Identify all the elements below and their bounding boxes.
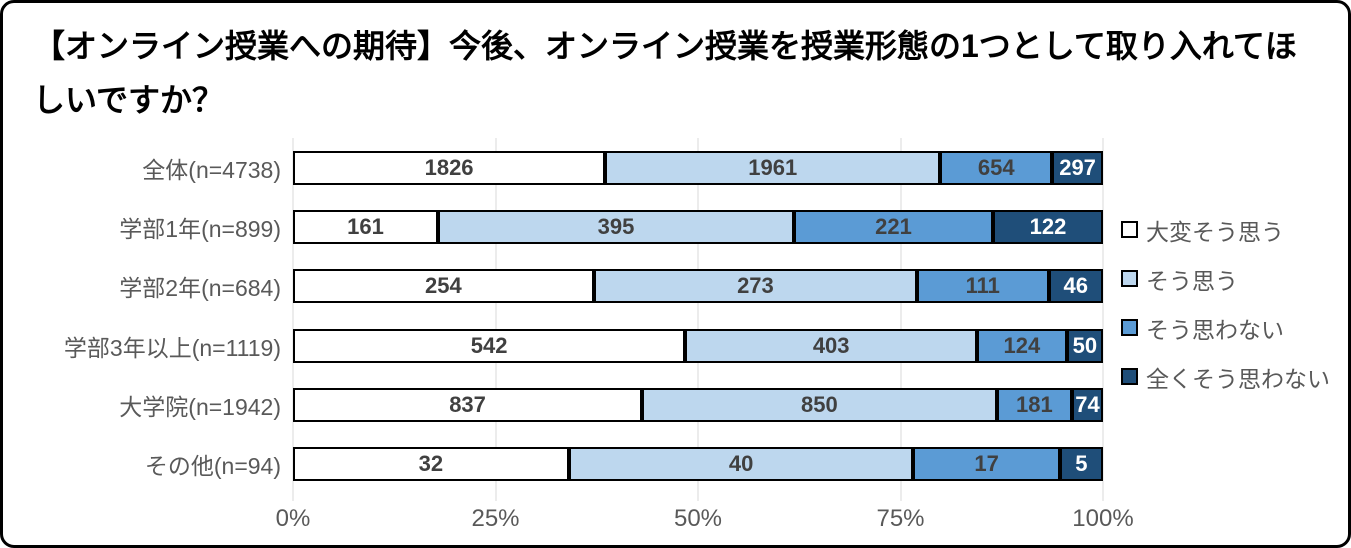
bar-row: 大学院(n=1942) 837 850 181 74	[119, 375, 1103, 434]
bar-segment-全くそう思わない: 122	[993, 209, 1103, 244]
category-label: 全体(n=4738)	[142, 156, 281, 183]
bar-value-label: 395	[597, 213, 635, 239]
legend-swatch-icon	[1121, 270, 1138, 287]
bar-row: 学部3年以上(n=1119) 542 403 124 50	[64, 316, 1103, 375]
bar-value-label: 124	[1003, 332, 1041, 358]
bar-segment-そう思わない: 221	[793, 209, 994, 244]
bar-value-label: 254	[425, 273, 462, 299]
bar-segment-全くそう思わない: 297	[1052, 150, 1103, 185]
legend-item: そう思う	[1121, 254, 1330, 303]
category-label: その他(n=94)	[144, 453, 281, 480]
bar-segment-そう思う: 1961	[605, 150, 941, 185]
bar-value-label: 654	[977, 154, 1015, 180]
gridlines	[292, 138, 1104, 501]
category-label: 学部3年以上(n=1119)	[63, 334, 281, 361]
legend-swatch-icon	[1121, 221, 1138, 238]
bar-value-label: 181	[1016, 391, 1053, 417]
x-tick-label: 75%	[876, 505, 925, 532]
bar-value-label: 5	[1075, 451, 1088, 477]
category-label: 学部1年(n=899)	[119, 215, 281, 242]
bar-value-label: 403	[812, 332, 850, 358]
bar-segment-そう思わない: 17	[913, 447, 1060, 482]
bar-segment-そう思う: 395	[438, 209, 794, 244]
bar-segment-そう思う: 403	[685, 328, 978, 363]
stacked-bar: 837 850 181 74	[293, 387, 1103, 422]
bar-segment-そう思う: 850	[642, 387, 997, 422]
bar-row: 学部2年(n=684) 254 273 111 46	[119, 257, 1103, 316]
stacked-bar: 32 40 17 5	[293, 447, 1103, 482]
bar-segment-そう思う: 273	[593, 269, 918, 304]
legend-label: そう思わない	[1146, 316, 1284, 343]
bar-segment-そう思う: 40	[568, 447, 914, 482]
legend-label: 大変そう思う	[1146, 218, 1284, 245]
bar-rows: 全体(n=4738) 1826 1961 654 297 学部1年(n=899) 161 39…	[64, 138, 1103, 494]
bar-segment-そう思わない: 124	[977, 328, 1067, 363]
legend-item: そう思わない	[1121, 303, 1330, 352]
x-tick-label: 50%	[673, 505, 723, 532]
legend-item: 大変そう思う	[1121, 205, 1330, 254]
gridline	[1102, 138, 1104, 501]
bar-segment-全くそう思わない: 5	[1059, 447, 1103, 482]
chart-title: 【オンライン授業への期待】今後、オンライン授業を授業形態の1つとして取り入れてほ…	[33, 28, 1297, 118]
bar-value-label: 111	[965, 273, 1000, 299]
bar-value-label: 1826	[424, 154, 474, 180]
bar-segment-そう思わない: 181	[996, 387, 1073, 422]
bar-value-label: 40	[728, 451, 754, 477]
bar-value-label: 221	[875, 213, 912, 239]
bar-value-label: 837	[449, 391, 486, 417]
bar-value-label: 50	[1072, 332, 1098, 358]
bar-segment-全くそう思わない: 74	[1072, 387, 1103, 422]
bar-value-label: 46	[1063, 273, 1088, 299]
x-tick-label: 25%	[471, 505, 520, 532]
bar-segment-大変そう思う: 1826	[293, 150, 606, 185]
gridline	[697, 138, 699, 501]
bar-segment-そう思わない: 654	[940, 150, 1053, 185]
gridline	[900, 138, 901, 501]
stacked-bar: 1826 1961 654 297	[293, 150, 1103, 185]
legend-swatch-icon	[1121, 368, 1138, 385]
bar-value-label: 297	[1059, 154, 1096, 180]
bar-value-label: 850	[801, 391, 838, 417]
stacked-bar: 161 395 221 122	[293, 209, 1103, 244]
bar-segment-大変そう思う: 161	[293, 209, 439, 244]
bar-value-label: 122	[1029, 213, 1067, 239]
bar-segment-大変そう思う: 32	[293, 447, 569, 482]
bar-segment-全くそう思わない: 46	[1048, 269, 1103, 304]
legend-label: 全くそう思わない	[1146, 365, 1330, 392]
category-label: 学部2年(n=684)	[119, 275, 281, 302]
legend: 大変そう思う そう思うそう思わない全くそう思わない	[1121, 205, 1330, 401]
x-tick-label: 100%	[1072, 505, 1134, 532]
legend-swatch-icon	[1121, 319, 1138, 336]
bar-value-label: 74	[1075, 391, 1100, 417]
bar-row: その他(n=94) 32 40 17 5	[145, 435, 1103, 494]
gridline	[495, 138, 496, 501]
bar-segment-全くそう思わない: 50	[1066, 328, 1103, 363]
bar-value-label: 542	[470, 332, 508, 358]
bar-row: 学部1年(n=899) 161 395 221 122	[119, 197, 1103, 256]
bar-segment-そう思わない: 111	[917, 269, 1049, 304]
legend-label: そう思う	[1146, 267, 1238, 294]
bar-value-label: 32	[418, 451, 444, 477]
bar-segment-大変そう思う: 254	[293, 269, 594, 304]
x-tick-label: 0%	[275, 505, 311, 532]
stacked-bar: 542 403 124 50	[293, 328, 1103, 363]
bar-value-label: 17	[974, 451, 999, 477]
x-axis: 0% 25% 50% 75% 100%	[276, 505, 1134, 537]
stacked-bar: 254 273 111 46	[293, 269, 1103, 304]
category-label: 大学院(n=1942)	[119, 393, 281, 420]
bar-segment-大変そう思う: 837	[293, 387, 643, 422]
bar-value-label: 1961	[748, 154, 798, 180]
bar-value-label: 273	[737, 273, 774, 299]
bar-row: 全体(n=4738) 1826 1961 654 297	[142, 138, 1103, 197]
legend-item: 全くそう思わない	[1121, 352, 1330, 401]
gridline	[292, 138, 294, 501]
bar-value-label: 161	[347, 213, 384, 239]
bar-segment-大変そう思う: 542	[293, 328, 686, 363]
